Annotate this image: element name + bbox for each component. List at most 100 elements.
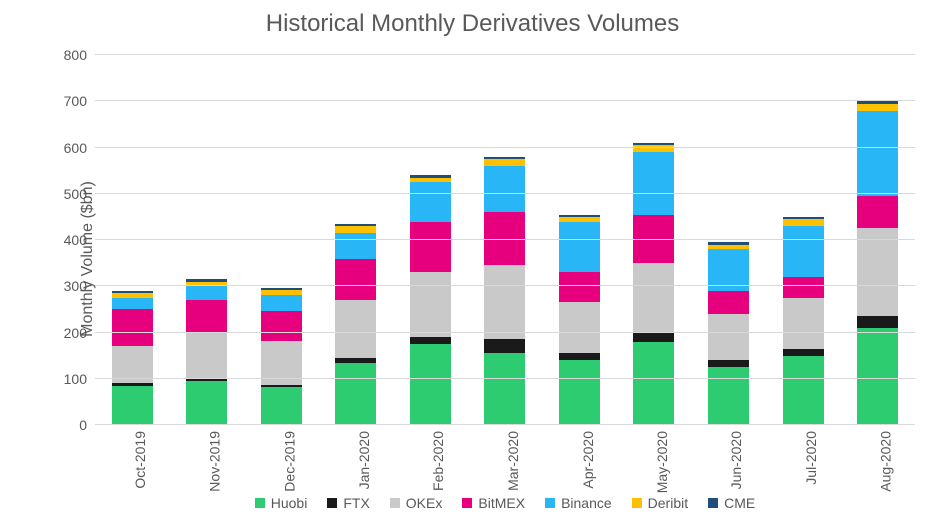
bar-segment-huobi [783,356,824,425]
bar-segment-bitmex [186,300,227,332]
y-tick-label: 200 [64,325,87,341]
bar-segment-bitmex [112,309,153,346]
bar-slot [468,55,543,425]
x-tick-label: Jan-2020 [356,431,410,489]
bar-segment-deribit [857,104,898,111]
bar-segment-ftx [559,353,600,360]
bar-segment-huobi [335,363,376,425]
x-tick-label: Dec-2019 [281,431,335,492]
x-tick-label: Jun-2020 [729,431,783,489]
bar-segment-huobi [559,360,600,425]
x-tick-label: Aug-2020 [878,431,932,492]
bar-segment-huobi [112,386,153,425]
legend-label: FTX [343,495,369,511]
bar-slot [617,55,692,425]
legend-item-ftx: FTX [327,495,369,511]
bar-segment-bitmex [783,277,824,298]
legend-item-cme: CME [708,495,755,511]
bar-segment-binance [633,152,674,214]
bar [633,143,674,425]
bar-segment-ftx [484,339,525,353]
legend: HuobiFTXOKExBitMEXBinanceDeribitCME [95,495,915,511]
grid-line [95,378,915,379]
bar [484,157,525,425]
bar-segment-okex [559,302,600,353]
bar-segment-bitmex [261,311,302,341]
bar-segment-huobi [410,344,451,425]
x-tick-label: Feb-2020 [430,431,484,491]
legend-label: CME [724,495,755,511]
bar-slot [691,55,766,425]
y-tick-label: 800 [64,47,87,63]
legend-swatch [327,498,337,508]
legend-swatch [462,498,472,508]
x-tick-label: Oct-2019 [132,431,186,489]
bar [783,217,824,425]
bar-segment-okex [708,314,749,360]
y-tick-label: 500 [64,186,87,202]
chart-container: Historical Monthly Derivatives Volumes M… [0,0,945,517]
bar [708,242,749,425]
plot-area: Oct-2019Nov-2019Dec-2019Jan-2020Feb-2020… [95,55,915,425]
bar-segment-ftx [783,349,824,356]
bar-slot [393,55,468,425]
bar-segment-bitmex [857,196,898,228]
bar-segment-deribit [783,219,824,226]
bar-segment-binance [410,182,451,221]
bar-slot [95,55,170,425]
legend-swatch [255,498,265,508]
bars-row [95,55,915,425]
grid-line [95,100,915,101]
legend-item-huobi: Huobi [255,495,308,511]
grid-line [95,147,915,148]
bar-segment-binance [559,222,600,273]
legend-swatch [390,498,400,508]
bar-segment-okex [633,263,674,332]
legend-item-deribit: Deribit [632,495,688,511]
bar-segment-binance [783,226,824,277]
x-tick-label: May-2020 [654,431,708,493]
bar-segment-ftx [633,333,674,342]
bar-segment-bitmex [708,291,749,314]
bar-slot [170,55,245,425]
grid-line [95,424,915,425]
chart-title: Historical Monthly Derivatives Volumes [0,10,945,38]
bar-segment-ftx [410,337,451,344]
bar-slot [542,55,617,425]
bar-segment-binance [484,166,525,212]
bar [186,279,227,425]
bar-segment-deribit [484,159,525,166]
legend-swatch [632,498,642,508]
grid-line [95,193,915,194]
bar-segment-okex [484,265,525,339]
legend-swatch [708,498,718,508]
bar-segment-huobi [261,387,302,425]
bar-segment-binance [112,298,153,310]
bar-slot [319,55,394,425]
bar-segment-bitmex [559,272,600,302]
bar-segment-bitmex [410,222,451,273]
legend-label: Binance [561,495,612,511]
grid-line [95,285,915,286]
bar-slot [840,55,915,425]
bar-segment-okex [857,228,898,316]
bar-segment-binance [261,295,302,311]
bar [335,224,376,425]
y-tick-label: 100 [64,371,87,387]
x-tick-label: Apr-2020 [579,431,633,489]
bar-segment-ftx [857,316,898,328]
legend-label: Deribit [648,495,688,511]
legend-label: Huobi [271,495,308,511]
bar-segment-binance [335,233,376,258]
bar-slot [766,55,841,425]
bar-segment-binance [186,286,227,300]
bar [112,291,153,425]
bar [410,175,451,425]
bar-segment-bitmex [335,259,376,301]
bar-segment-huobi [484,353,525,425]
bar-segment-ftx [708,360,749,367]
grid-line [95,332,915,333]
grid-line [95,54,915,55]
bar [559,215,600,425]
y-tick-label: 0 [79,417,87,433]
